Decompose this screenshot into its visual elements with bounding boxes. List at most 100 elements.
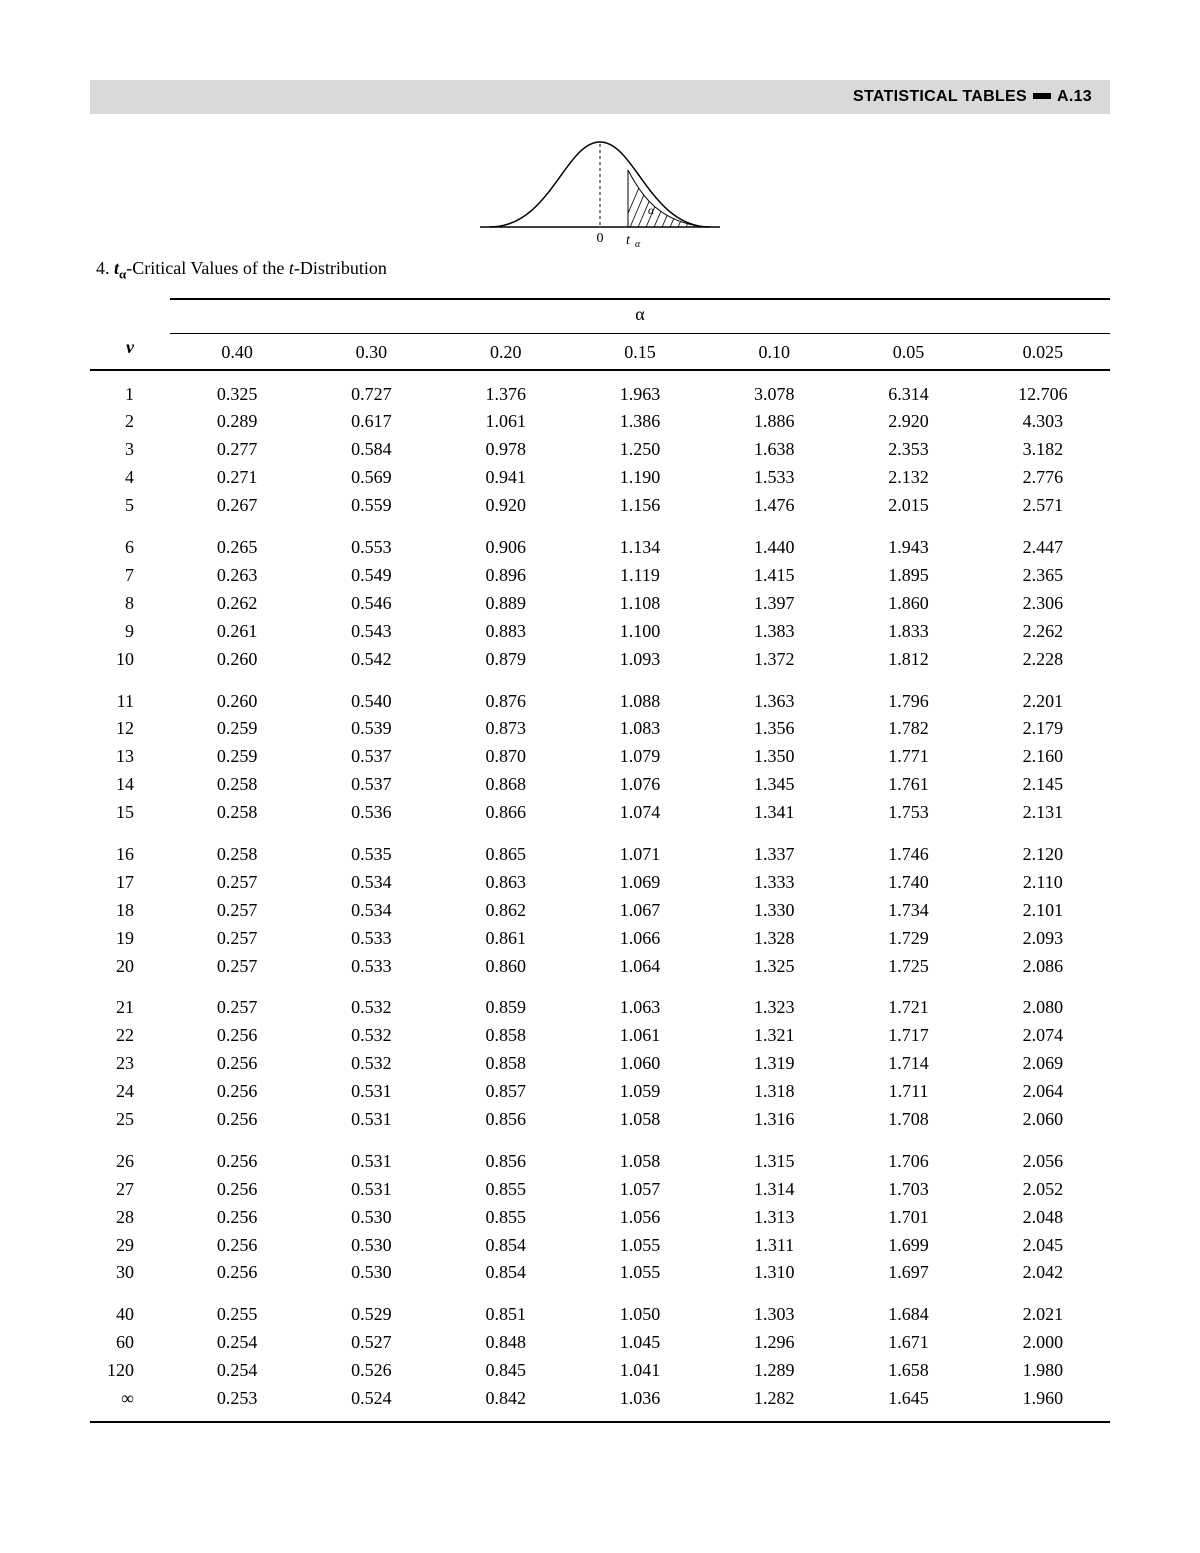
value-cell: 1.761 [841,771,975,799]
nu-cell: ∞ [90,1385,170,1413]
value-cell: 1.076 [573,771,707,799]
value-cell: 2.447 [976,534,1110,562]
nu-cell: 10 [90,646,170,674]
value-cell: 1.729 [841,925,975,953]
alpha-header-row: α [90,293,1110,327]
nu-cell: 25 [90,1106,170,1134]
value-cell: 1.708 [841,1106,975,1134]
value-cell: 0.256 [170,1022,304,1050]
value-cell: 1.282 [707,1385,841,1413]
value-cell: 1.717 [841,1022,975,1050]
nu-cell: 9 [90,618,170,646]
value-cell: 0.255 [170,1301,304,1329]
value-cell: 1.533 [707,464,841,492]
nu-cell: 23 [90,1050,170,1078]
value-cell: 2.120 [976,841,1110,869]
value-cell: 1.341 [707,799,841,827]
value-cell: 0.857 [439,1078,573,1106]
value-cell: 2.160 [976,743,1110,771]
value-cell: 0.863 [439,869,573,897]
value-cell: 2.093 [976,925,1110,953]
value-cell: 2.101 [976,897,1110,925]
value-cell: 2.145 [976,771,1110,799]
distribution-figure: 0 t α α [90,132,1110,252]
value-cell: 1.069 [573,869,707,897]
nu-cell: 2 [90,408,170,436]
value-cell: 0.584 [304,436,438,464]
value-cell: 1.067 [573,897,707,925]
table-row: 120.2590.5390.8731.0831.3561.7822.179 [90,715,1110,743]
value-cell: 1.658 [841,1357,975,1385]
value-cell: 0.533 [304,953,438,981]
figure-alpha-label: α [648,203,655,217]
value-cell: 0.978 [439,436,573,464]
value-cell: 0.858 [439,1050,573,1078]
value-cell: 6.314 [841,381,975,409]
value-cell: 1.699 [841,1232,975,1260]
table-caption: 4. tα-Critical Values of the t-Distribut… [96,258,1110,283]
value-cell: 0.254 [170,1357,304,1385]
value-cell: 0.559 [304,492,438,520]
nu-label: v [90,337,170,358]
value-cell: 0.529 [304,1301,438,1329]
value-cell: 0.856 [439,1148,573,1176]
value-cell: 2.179 [976,715,1110,743]
table-row: 400.2550.5290.8511.0501.3031.6842.021 [90,1301,1110,1329]
value-cell: 0.260 [170,646,304,674]
row-group: 210.2570.5320.8591.0631.3231.7212.080220… [90,994,1110,1133]
value-cell: 1.063 [573,994,707,1022]
value-cell: 0.868 [439,771,573,799]
nu-cell: 1 [90,381,170,409]
table-row: 600.2540.5270.8481.0451.2961.6712.000 [90,1329,1110,1357]
value-cell: 1.303 [707,1301,841,1329]
value-cell: 1.740 [841,869,975,897]
value-cell: 0.858 [439,1022,573,1050]
nu-cell: 17 [90,869,170,897]
value-cell: 1.782 [841,715,975,743]
value-cell: 0.906 [439,534,573,562]
value-cell: 0.883 [439,618,573,646]
value-cell: 0.256 [170,1050,304,1078]
row-group: 110.2600.5400.8761.0881.3631.7962.201120… [90,688,1110,827]
table-row: 40.2710.5690.9411.1901.5332.1322.776 [90,464,1110,492]
value-cell: 1.055 [573,1259,707,1287]
value-cell: 1.134 [573,534,707,562]
value-cell: 2.571 [976,492,1110,520]
value-cell: 12.706 [976,381,1110,409]
table-row: 1200.2540.5260.8451.0411.2891.6581.980 [90,1357,1110,1385]
value-cell: 0.920 [439,492,573,520]
value-cell: 1.812 [841,646,975,674]
value-cell: 0.537 [304,771,438,799]
nu-cell: 60 [90,1329,170,1357]
value-cell: 2.056 [976,1148,1110,1176]
value-cell: 1.684 [841,1301,975,1329]
value-cell: 1.725 [841,953,975,981]
value-cell: 0.862 [439,897,573,925]
table-row: 180.2570.5340.8621.0671.3301.7342.101 [90,897,1110,925]
value-cell: 1.323 [707,994,841,1022]
value-cell: 2.080 [976,994,1110,1022]
nu-cell: 27 [90,1176,170,1204]
table-row: 190.2570.5330.8611.0661.3281.7292.093 [90,925,1110,953]
page: STATISTICAL TABLES A.13 [0,0,1200,1483]
column-header: 0.025 [976,334,1110,363]
value-cell: 2.060 [976,1106,1110,1134]
value-cell: 0.855 [439,1204,573,1232]
nu-cell: 6 [90,534,170,562]
header-marker-icon [1033,93,1051,99]
value-cell: 0.854 [439,1259,573,1287]
value-cell: 1.100 [573,618,707,646]
value-cell: 0.277 [170,436,304,464]
value-cell: 0.870 [439,743,573,771]
table-row: 240.2560.5310.8571.0591.3181.7112.064 [90,1078,1110,1106]
value-cell: 1.060 [573,1050,707,1078]
value-cell: 0.325 [170,381,304,409]
value-cell: 1.093 [573,646,707,674]
nu-cell: 24 [90,1078,170,1106]
value-cell: 1.055 [573,1232,707,1260]
value-cell: 0.845 [439,1357,573,1385]
value-cell: 0.617 [304,408,438,436]
nu-cell: 28 [90,1204,170,1232]
value-cell: 2.086 [976,953,1110,981]
value-cell: 2.110 [976,869,1110,897]
